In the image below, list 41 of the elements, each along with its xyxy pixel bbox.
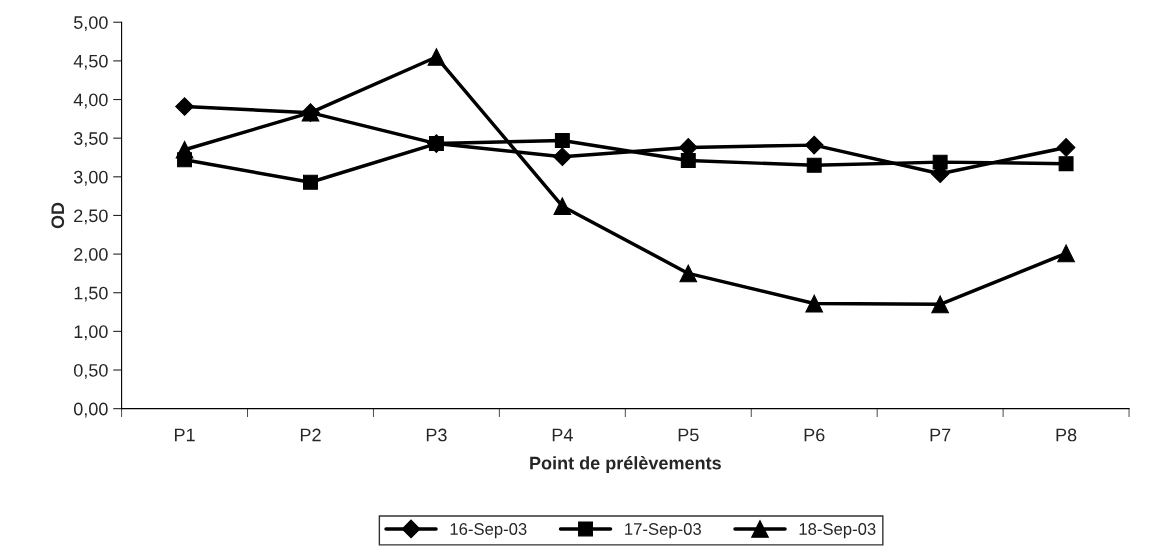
point [553,147,572,167]
y-tick-label: 4,00 [73,93,108,109]
point [553,197,572,216]
point [806,157,822,173]
x-tick-label: P4 [552,428,573,442]
x-tick-label: P2 [300,428,321,442]
y-tick-label: 1,50 [74,286,108,302]
x-tick-label: P5 [678,428,699,442]
y-axis-title: OD [51,202,65,229]
point [931,295,949,314]
y-tick-label: 0,00 [73,402,108,418]
point [932,154,948,170]
x-axis-title: Point de prélèvements [530,456,721,474]
x-tick-label: P6 [804,428,825,442]
point [1058,156,1074,172]
x-tick-label: P1 [175,428,195,442]
legend-label: 18-Sep-03 [799,523,876,539]
legend-label: 17-Sep-03 [625,523,701,539]
point [175,140,194,159]
x-tick-label: P7 [930,428,951,442]
x-tick-label: P3 [426,428,447,442]
y-tick-label: 3,00 [73,170,108,186]
point [427,48,446,66]
y-tick-label: 4,50 [73,54,108,70]
point [805,294,824,313]
point [804,135,824,155]
y-tick-label: 5,00 [73,16,108,32]
point [1057,244,1075,263]
point [679,264,698,283]
y-tick-label: 3,50 [73,132,108,148]
y-tick-label: 0,50 [73,363,108,379]
y-tick-label: 2,50 [74,209,108,225]
y-tick-label: 2,00 [74,248,108,263]
x-tick-label: P8 [1056,428,1077,442]
point [554,133,570,148]
point [680,153,696,169]
legend-label: 16-Sep-03 [450,523,527,539]
y-tick-label: 1,00 [74,325,108,341]
point [303,174,318,190]
point [1056,138,1076,157]
point [175,97,194,116]
